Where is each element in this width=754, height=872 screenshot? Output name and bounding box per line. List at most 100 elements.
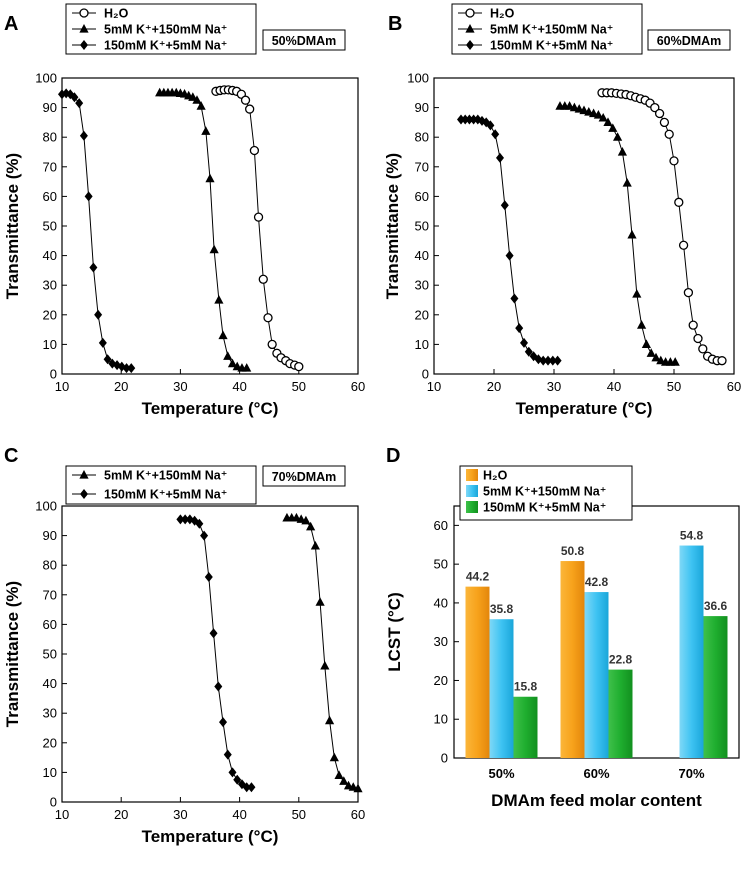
data-point: [603, 117, 613, 126]
y-tick-label: 10: [43, 337, 57, 352]
legend: H₂O 5mM K⁺+150mM Na⁺ 150mM K⁺+5mM Na⁺: [451, 3, 643, 55]
legend-label: 5mM K⁺+150mM Na⁺: [490, 23, 613, 37]
series-triangle: [555, 101, 680, 366]
x-tick-label: 60: [351, 379, 365, 394]
data-point: [75, 98, 84, 109]
series-line: [602, 92, 722, 362]
data-point: [181, 514, 190, 525]
y-tick-label: 50: [415, 219, 429, 234]
data-point: [242, 782, 251, 793]
y-axis-title: Transmittance (%): [3, 581, 22, 727]
data-point: [598, 112, 608, 122]
x-tick-label: 60: [351, 807, 365, 822]
series-line: [215, 89, 299, 368]
bar: [560, 561, 585, 758]
data-point: [664, 129, 674, 139]
y-tick-label: 60: [434, 518, 448, 533]
y-tick-label: 50: [43, 219, 57, 234]
data-point: [98, 337, 107, 348]
legend-label: 150mM K⁺+5mM Na⁺: [490, 39, 613, 53]
data-point: [461, 114, 470, 125]
y-tick-label: 30: [415, 278, 429, 293]
legend-marker: [80, 40, 88, 50]
series-circle: [597, 88, 727, 366]
plot-frame: [61, 77, 359, 375]
y-tick-label: 20: [434, 673, 448, 688]
data-point: [195, 518, 204, 529]
y-tick-label: 10: [434, 712, 448, 727]
data-point: [200, 530, 209, 541]
series-line: [560, 105, 676, 363]
x-tick-label: 50: [292, 379, 306, 394]
data-point: [693, 333, 703, 344]
y-tick-label: 90: [415, 100, 429, 115]
y-tick-label: 70: [43, 159, 57, 174]
x-axis-title: Temperature (°C): [142, 827, 279, 846]
y-tick-label: 40: [434, 595, 448, 610]
data-point: [209, 628, 218, 639]
panel-b: B10 20 30 40 50 600102030405060708090100Tempe…: [383, 3, 741, 418]
data-point: [339, 776, 349, 785]
x-axis-title: Temperature (°C): [142, 399, 279, 418]
data-point: [214, 295, 224, 304]
y-tick-label: 0: [422, 367, 429, 382]
panel-c: C10 20 30 40 50 600102030405060708090100Tempe…: [3, 445, 365, 846]
panel-a: A10 20 30 40 50 600102030405060708090100Tempe…: [3, 3, 365, 418]
y-tick-label: 30: [43, 278, 57, 293]
legend-marker: [466, 40, 474, 50]
bar: [584, 592, 609, 758]
data-point: [258, 274, 268, 284]
y-tick-label: 0: [441, 751, 448, 766]
data-point: [646, 348, 656, 357]
data-point: [209, 244, 219, 254]
legend-label: H₂O: [483, 469, 508, 483]
data-point: [192, 95, 202, 104]
data-point: [608, 123, 618, 132]
y-tick-label: 20: [43, 735, 57, 750]
data-point: [219, 717, 228, 728]
x-tick-label: 20: [487, 379, 501, 394]
data-point: [617, 147, 627, 156]
data-point: [122, 363, 131, 374]
data-point: [544, 355, 552, 366]
x-category-label: 60%: [583, 766, 609, 781]
x-tick-label: 40: [232, 379, 246, 394]
data-point: [524, 346, 533, 357]
series-triangle: [282, 512, 363, 793]
data-point: [228, 767, 237, 778]
y-tick-label: 90: [43, 528, 57, 543]
bar-value-label: 42.8: [585, 575, 609, 589]
data-point: [242, 363, 252, 372]
data-point: [654, 108, 665, 119]
x-tick-label: 30: [173, 807, 187, 822]
data-point: [247, 782, 256, 793]
x-tick-label: 50: [292, 807, 306, 822]
data-point: [196, 101, 206, 110]
y-axis-title: Transmittance (%): [383, 153, 402, 299]
data-point: [465, 114, 474, 125]
y-tick-label: 40: [415, 248, 429, 263]
data-point: [683, 287, 694, 298]
data-point: [218, 330, 228, 340]
x-tick-label: 50: [667, 379, 681, 394]
data-point: [315, 597, 325, 606]
panel-letter: C: [4, 445, 18, 467]
condition-box: [262, 29, 346, 51]
legend-swatch: [466, 469, 478, 481]
data-point: [659, 117, 670, 128]
data-point: [89, 262, 98, 273]
y-axis-title: LCST (°C): [385, 592, 404, 672]
condition-label: 60%DMAm: [657, 34, 722, 48]
y-tick-label: 0: [50, 795, 57, 810]
y-tick-label: 20: [415, 307, 429, 322]
legend-swatch: [466, 485, 478, 497]
legend-label: 5mM K⁺+150mM Na⁺: [483, 485, 606, 499]
data-point: [249, 145, 260, 156]
y-tick-label: 80: [43, 130, 57, 145]
panel-letter: B: [388, 13, 402, 35]
data-point: [500, 200, 509, 211]
data-point: [539, 355, 548, 366]
data-point: [491, 129, 500, 140]
y-tick-label: 0: [50, 367, 57, 382]
legend-label: 150mM K⁺+5mM Na⁺: [483, 501, 606, 515]
